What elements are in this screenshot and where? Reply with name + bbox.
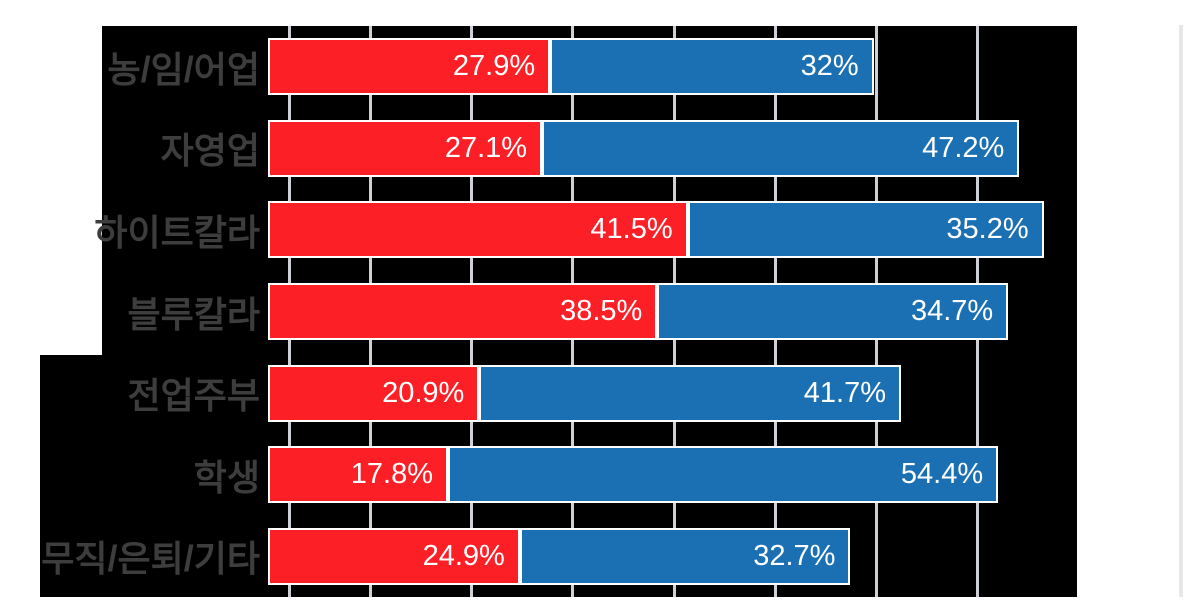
value-label: 32.7% (753, 539, 836, 572)
bar-segment-red: 20.9% (268, 364, 480, 422)
category-label: 전업주부 (127, 375, 260, 417)
scrollbar-track[interactable] (1179, 25, 1183, 597)
category-label: 자영업 (160, 130, 260, 172)
value-label: 17.8% (350, 458, 433, 491)
label-area-background (40, 355, 102, 597)
value-label: 41.7% (803, 376, 887, 409)
category-label: 하이트칼라 (94, 211, 260, 253)
value-label: 20.9% (382, 376, 465, 409)
bar-segment-red: 38.5% (268, 283, 658, 340)
value-label: 24.9% (422, 539, 505, 572)
bar-segment-red: 24.9% (268, 527, 520, 585)
bar-segment-red: 27.1% (268, 119, 543, 177)
category-label: 무직/은퇴/기타 (41, 538, 260, 580)
value-label: 38.5% (560, 295, 643, 327)
value-label: 32% (800, 50, 859, 83)
bar-segment-blue: 32% (550, 38, 874, 96)
bar-segment-blue: 54.4% (448, 446, 999, 504)
value-label: 41.5% (590, 213, 673, 246)
bar-segment-blue: 34.7% (657, 283, 1009, 340)
bar-segment-blue: 32.7% (519, 527, 851, 585)
bar-segment-red: 17.8% (268, 446, 448, 504)
category-label: 블루칼라 (127, 293, 260, 335)
value-label: 47.2% (922, 131, 1005, 164)
value-label: 27.1% (444, 131, 528, 164)
bar-segment-red: 41.5% (268, 201, 688, 259)
value-label: 27.9% (452, 50, 536, 83)
bar-segment-red: 27.9% (268, 38, 551, 96)
value-label: 35.2% (946, 213, 1029, 246)
value-label: 54.4% (900, 458, 984, 491)
category-label: 학생 (193, 456, 260, 498)
bar-segment-blue: 47.2% (542, 119, 1020, 177)
value-label: 34.7% (910, 295, 994, 327)
bar-segment-blue: 35.2% (687, 201, 1044, 259)
category-label: 농/임/어업 (107, 48, 260, 90)
bar-segment-blue: 41.7% (479, 364, 902, 422)
